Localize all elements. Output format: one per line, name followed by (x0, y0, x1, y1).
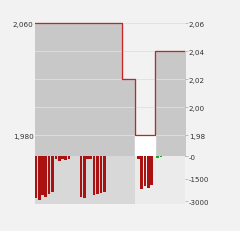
Bar (103, 157, 106, 192)
Bar (55, 157, 57, 160)
Bar (90, 157, 92, 159)
Bar (35, 157, 37, 198)
Bar (38, 157, 41, 200)
Bar (96, 157, 99, 194)
Bar (68, 157, 70, 159)
Bar (147, 157, 150, 188)
Bar (93, 157, 96, 195)
Bar (35, 157, 135, 204)
Bar (150, 157, 153, 185)
Bar (135, 157, 185, 204)
Bar (51, 157, 54, 192)
Bar (144, 157, 146, 186)
Bar (100, 157, 102, 193)
Bar (140, 157, 143, 189)
Bar (41, 157, 44, 195)
Bar (48, 157, 50, 194)
Bar (156, 157, 159, 158)
Bar (137, 157, 140, 160)
Bar (58, 157, 61, 161)
Bar (64, 157, 67, 160)
Bar (83, 157, 86, 198)
Bar (80, 157, 82, 197)
Bar (86, 157, 89, 160)
Bar (44, 157, 47, 197)
Bar (160, 157, 162, 158)
Bar (61, 157, 64, 159)
